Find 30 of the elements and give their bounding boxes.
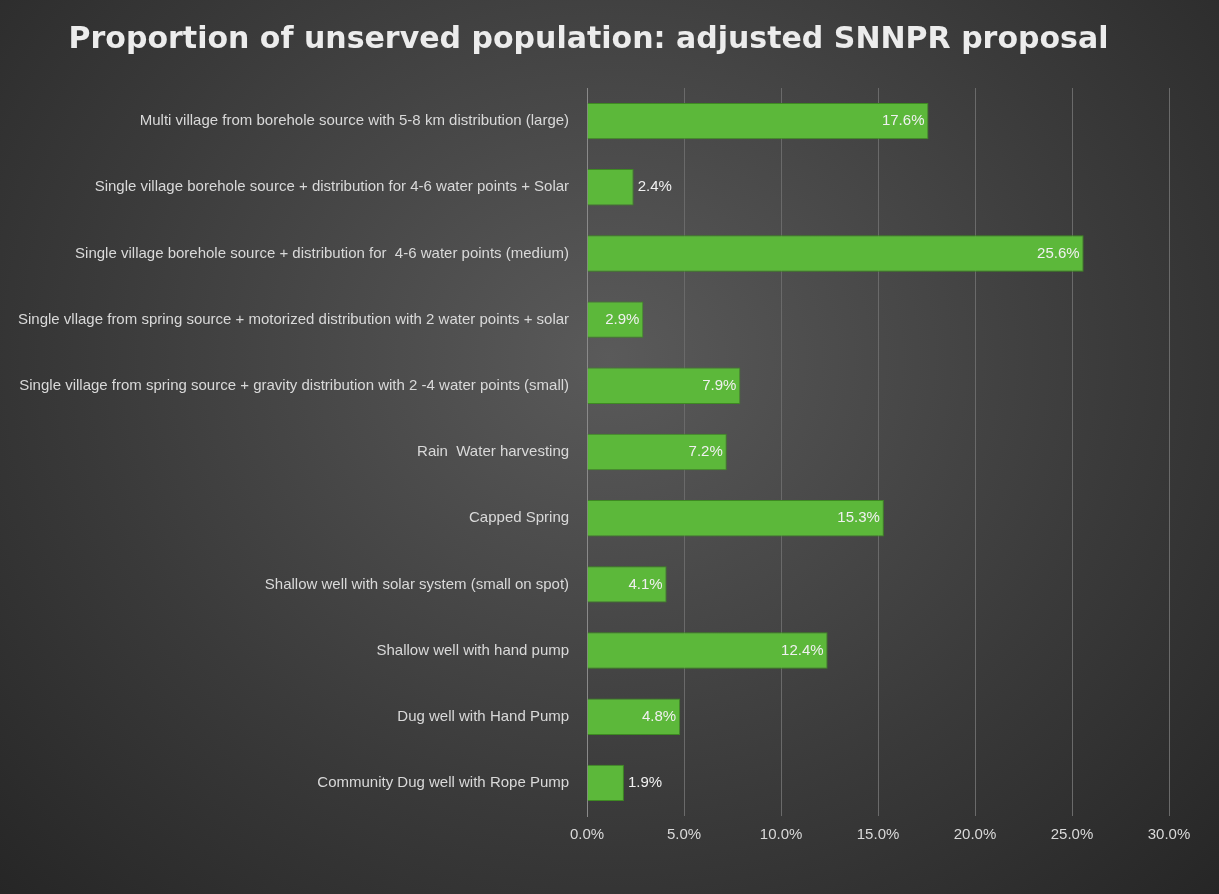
- y-tick-label: Community Dug well with Rope Pump: [317, 773, 570, 791]
- data-label: 1.9%: [627, 773, 663, 791]
- data-label: 7.9%: [702, 375, 737, 393]
- y-tick-label: Single village borehole source + distribution for 4-6 water points + Solar: [94, 177, 570, 195]
- x-tick-label: 10.0%: [759, 825, 803, 843]
- x-tick-label: 20.0%: [953, 825, 997, 843]
- x-tick-label: 0.0%: [569, 825, 605, 843]
- data-label: 12.4%: [781, 640, 824, 658]
- data-label: 7.2%: [688, 442, 723, 460]
- y-tick-label: Single vllage from spring source + motorized distribution with 2 water points + solar: [17, 309, 570, 327]
- data-label: 4.8%: [642, 706, 677, 724]
- y-tick-label: Dug well with Hand Pump: [397, 706, 570, 724]
- data-label: 2.9%: [605, 309, 640, 327]
- x-tick-label: 15.0%: [856, 825, 900, 843]
- data-label: 2.4%: [637, 177, 672, 195]
- x-tick-label: 5.0%: [666, 825, 702, 843]
- y-tick-label: Multi village from borehole source with 5-8 km distribution (large): [139, 111, 570, 129]
- y-tick-label: Capped Spring: [469, 508, 570, 526]
- chart-title: Proportion of unserved population: adjusted SNNPR proposal: [68, 19, 1109, 55]
- y-tick-label: Single village borehole source + distribution for 4-6 water points (medium): [75, 243, 570, 261]
- data-label: 17.6%: [881, 111, 925, 129]
- y-tick-label: Rain Water harvesting: [417, 442, 570, 460]
- data-label: 25.6%: [1037, 243, 1080, 261]
- y-tick-label: Shallow well with hand pump: [376, 640, 570, 658]
- data-label: 4.1%: [628, 574, 663, 592]
- data-label: 15.3%: [837, 508, 880, 526]
- y-tick-label: Shallow well with solar system (small on spot): [264, 574, 570, 592]
- x-tick-label: 30.0%: [1147, 825, 1191, 843]
- y-tick-label: Single village from spring source + gravity distribution with 2 -4 water points (small): [19, 375, 570, 393]
- x-tick-label: 25.0%: [1050, 825, 1094, 843]
